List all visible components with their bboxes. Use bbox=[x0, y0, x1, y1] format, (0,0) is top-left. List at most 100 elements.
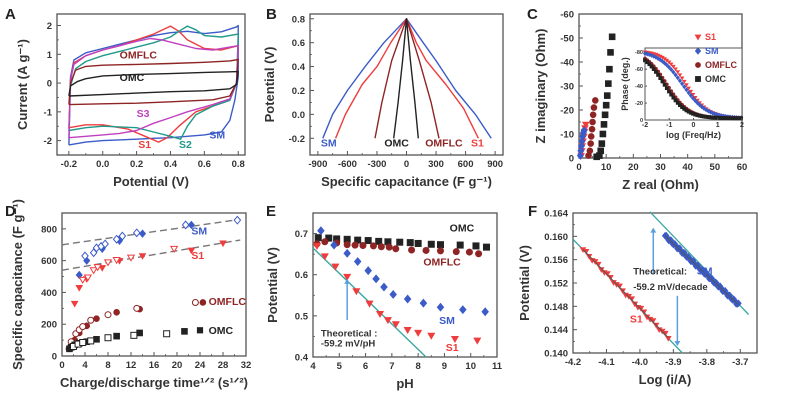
x-tick-label: -3.8 bbox=[699, 357, 715, 368]
nyquist-point-omc bbox=[598, 140, 606, 147]
y-tick-label: -10 bbox=[560, 130, 574, 141]
potential-point-s1 bbox=[320, 253, 329, 261]
bode-point-sm bbox=[675, 75, 680, 81]
bode-point-omc bbox=[656, 72, 660, 77]
series-label: S1 bbox=[630, 314, 643, 326]
x-tick-label: 0.8 bbox=[232, 159, 245, 170]
y-axis-label: Potential (V) bbox=[265, 247, 280, 323]
capacitance-point bbox=[78, 276, 87, 285]
y-tick-label: 0.6 bbox=[292, 38, 305, 49]
series-label: S1 bbox=[446, 342, 459, 354]
bode-point-s1 bbox=[688, 89, 694, 94]
nyquist-point-omflc bbox=[586, 147, 594, 155]
x-tick-label: 4 bbox=[310, 361, 316, 372]
potential-point-omflc bbox=[351, 241, 359, 249]
theoretical-annotation: Theoretical : bbox=[321, 328, 378, 339]
bode-point-omc bbox=[673, 98, 678, 103]
capacitance-point bbox=[233, 215, 242, 225]
potential-point-omflc bbox=[465, 248, 473, 256]
y-tick-label: 0 bbox=[47, 79, 52, 90]
bode-point-sm bbox=[662, 60, 667, 66]
bode-point-sm bbox=[660, 58, 665, 64]
x-tick-label: -4.1 bbox=[598, 357, 615, 368]
y-tick-label: 0.2 bbox=[292, 86, 305, 97]
x-tick-label: 5 bbox=[337, 361, 343, 372]
series-label: S1 bbox=[191, 250, 204, 262]
bode-point-omc bbox=[669, 92, 674, 97]
bode-point-sm bbox=[686, 90, 691, 96]
panel-f: F -4.2 -4.1 -4.0 -3.9 -3.8 -3.7 0.140 0.144 0.148… bbox=[517, 203, 758, 387]
bode-point-sm bbox=[693, 98, 698, 104]
potential-point-omc bbox=[436, 241, 444, 249]
capacitance-point bbox=[93, 315, 100, 322]
series-label: OMFLC bbox=[425, 138, 463, 150]
x-tick-label: 32 bbox=[241, 360, 252, 371]
tafel-point-sm bbox=[735, 299, 742, 308]
y-axis-label: Potential (V) bbox=[262, 47, 277, 123]
nyquist-point-omflc bbox=[587, 140, 594, 147]
legend-marker-omflc-open bbox=[191, 298, 199, 306]
legend-marker-omc-filled bbox=[196, 327, 204, 334]
capacitance-point bbox=[104, 311, 112, 319]
bode-point-s1 bbox=[675, 70, 681, 75]
capacitance-point bbox=[181, 328, 188, 335]
series-label: S1 bbox=[471, 138, 484, 150]
capacitance-point bbox=[103, 259, 113, 267]
bode-point-s1 bbox=[677, 73, 683, 78]
y-axis-label: Potential (V) bbox=[517, 245, 532, 321]
gcd-curve-omc bbox=[393, 18, 419, 139]
series-label: S3 bbox=[137, 108, 150, 120]
potential-point-omc bbox=[364, 237, 372, 245]
potential-point-sm bbox=[317, 226, 325, 236]
y-tick-label: 0.164 bbox=[544, 209, 568, 220]
panel-b: B -900 -600 -300 0 300 600 900 -0.2 0.0 0.2 0.4 0.6 0… bbox=[262, 6, 504, 189]
capacitance-point bbox=[112, 256, 121, 265]
potential-point-sm bbox=[459, 305, 467, 315]
inset-x-axis-label: log (Freq/Hz) bbox=[666, 130, 721, 140]
potential-point-omflc bbox=[475, 250, 483, 258]
series-label: OMFLC bbox=[209, 296, 247, 308]
series-label: SM bbox=[209, 129, 225, 141]
capacitance-point bbox=[98, 265, 107, 272]
potential-point-omc bbox=[456, 241, 464, 249]
x-tick-label: 10 bbox=[465, 361, 476, 372]
y-tick-label: 0.152 bbox=[544, 279, 568, 290]
y-tick-label: -40 bbox=[560, 58, 574, 69]
bode-point-omc bbox=[651, 67, 656, 71]
fit-line bbox=[664, 235, 739, 306]
theoretical-annotation: -59.2 mV/pH bbox=[321, 339, 376, 350]
panel-letter: C bbox=[527, 6, 538, 23]
y-tick-label: 0.8 bbox=[292, 14, 305, 25]
bode-point-sm bbox=[673, 72, 678, 78]
theoretical-annotation: -59.2 mV/decade bbox=[633, 282, 707, 293]
y-tick-label: -0.2 bbox=[289, 134, 305, 145]
inset-y-tick-label: -60 bbox=[635, 67, 643, 73]
legend-label: OMFLC bbox=[705, 60, 737, 70]
capacitance-point bbox=[126, 254, 136, 262]
cv-curve-s3 bbox=[68, 37, 239, 139]
x-axis-label: Charge/discharge time¹ᐟ² (s¹ᐟ²) bbox=[60, 375, 248, 390]
y-tick-label: 0.4 bbox=[292, 62, 306, 73]
inset-x-tick-label: 0 bbox=[692, 122, 696, 129]
panel-letter: A bbox=[5, 6, 16, 23]
potential-point-omflc bbox=[385, 243, 393, 251]
capacitance-point bbox=[87, 337, 95, 345]
bode-point-sm bbox=[690, 95, 696, 101]
y-tick-label: 0.160 bbox=[544, 232, 568, 243]
x-tick-label: 7 bbox=[389, 361, 394, 372]
capacitance-point bbox=[79, 338, 87, 346]
capacitance-point bbox=[93, 264, 102, 272]
cv-curve-s2 bbox=[68, 25, 239, 140]
bode-point-sm bbox=[682, 84, 687, 90]
y-tick-label: -30 bbox=[560, 82, 574, 93]
panel-letter: B bbox=[266, 6, 277, 23]
potential-point-s1 bbox=[312, 243, 321, 251]
capacitance-point bbox=[133, 304, 141, 312]
potential-point-omflc bbox=[392, 245, 400, 253]
bode-point-omc bbox=[645, 60, 650, 65]
nyquist-point-s1 bbox=[581, 121, 590, 129]
x-tick-label: 20 bbox=[628, 162, 639, 173]
capacitance-point bbox=[113, 309, 120, 316]
bode-point-s1 bbox=[682, 79, 687, 84]
